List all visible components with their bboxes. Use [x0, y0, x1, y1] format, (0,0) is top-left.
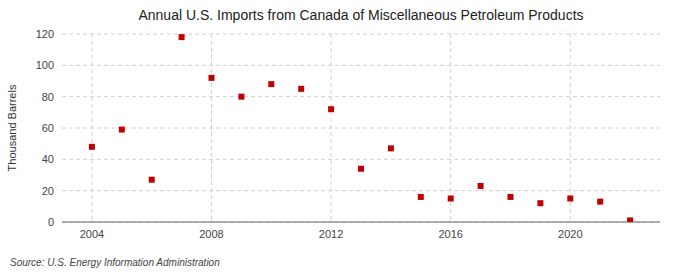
y-tick-label: 40	[42, 153, 54, 165]
x-grid-line	[211, 34, 212, 222]
y-tick-label: 80	[42, 91, 54, 103]
x-tick-label: 2008	[199, 228, 223, 240]
point	[597, 199, 603, 205]
point	[238, 94, 244, 100]
y-tick-label: 0	[48, 216, 54, 228]
x-tick-label: 2012	[319, 228, 343, 240]
point	[627, 217, 633, 222]
point	[268, 81, 274, 87]
point	[298, 86, 304, 92]
x-tick-label: 2004	[80, 228, 104, 240]
y-grid-line	[62, 159, 660, 160]
x-grid-line	[91, 34, 92, 222]
point	[537, 200, 543, 206]
x-tick-label: 2016	[438, 228, 462, 240]
point	[508, 194, 514, 200]
point	[388, 145, 394, 151]
points	[89, 34, 633, 222]
point	[89, 144, 95, 150]
x-grid-line	[450, 34, 451, 222]
title: Annual U.S. Imports from Canada of Misce…	[138, 7, 583, 23]
point	[567, 196, 573, 202]
source-note: Source: U.S. Energy Information Administ…	[10, 257, 220, 268]
y-tick-label: 100	[36, 59, 54, 71]
y-axis-label: Thousand Barrels	[6, 84, 18, 171]
y-tick-label: 20	[42, 185, 54, 197]
point	[119, 127, 125, 133]
point	[448, 196, 454, 202]
x-axis-line	[62, 222, 660, 223]
point	[418, 194, 424, 200]
chart: 0 20 40 60 80 100 120 2004 2008 2012 2016 2020 Annua…	[0, 0, 675, 275]
point	[328, 106, 334, 112]
grid	[62, 34, 660, 222]
point	[179, 34, 185, 40]
y-tick-label: 60	[42, 122, 54, 134]
x-tick-label: 2020	[558, 228, 582, 240]
x-grid-line	[331, 34, 332, 222]
x-grid-line	[570, 34, 571, 222]
point	[149, 177, 155, 183]
point	[358, 166, 364, 172]
point	[478, 183, 484, 189]
y-tick-label: 120	[36, 28, 54, 40]
point	[209, 75, 215, 81]
y-grid-line	[62, 222, 660, 223]
